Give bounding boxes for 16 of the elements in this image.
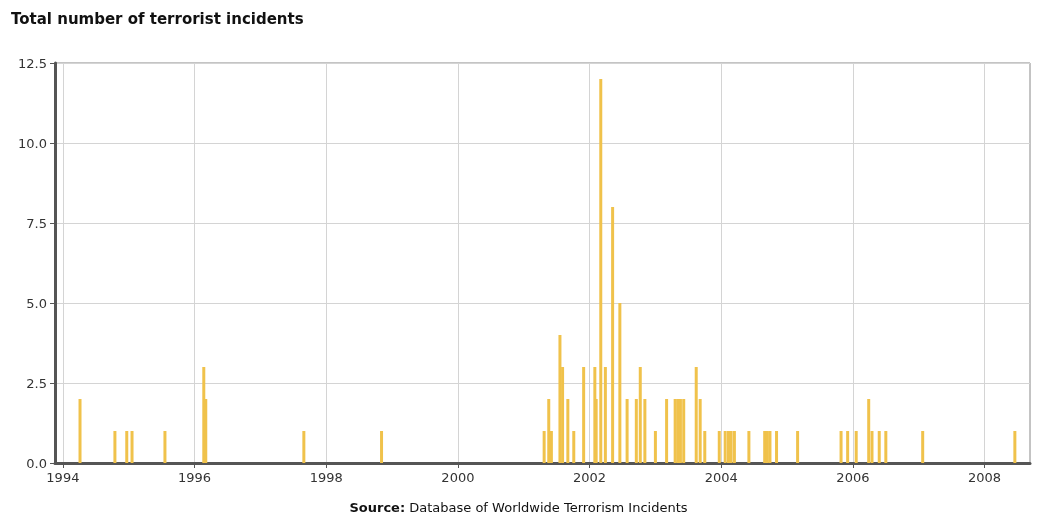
y-tick-label: 12.5 bbox=[18, 55, 47, 71]
x-tick-label: 2000 bbox=[441, 470, 475, 485]
x-tick-label: 2004 bbox=[704, 470, 738, 485]
x-tick-label: 1994 bbox=[46, 470, 80, 485]
x-tick-label: 1996 bbox=[178, 470, 212, 485]
x-tick-label: 1998 bbox=[309, 470, 343, 485]
y-tick-label: 2.5 bbox=[26, 375, 47, 391]
source-note: Source: Database of Worldwide Terrorism Incidents bbox=[349, 500, 688, 515]
chart-title: Total number of terrorist incidents bbox=[11, 9, 304, 28]
x-tick-label: 2006 bbox=[836, 470, 870, 485]
y-tick-label: 0.0 bbox=[26, 455, 47, 471]
y-tick-label: 5.0 bbox=[26, 295, 47, 311]
x-tick-label: 2002 bbox=[573, 470, 607, 485]
y-tick-label: 10.0 bbox=[18, 135, 47, 151]
x-tick-label: 2008 bbox=[968, 470, 1002, 485]
y-tick-label: 7.5 bbox=[26, 215, 47, 231]
